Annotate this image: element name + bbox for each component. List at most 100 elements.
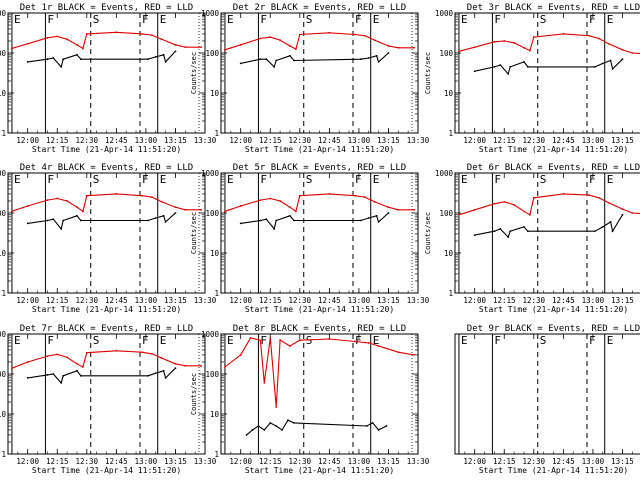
- y-tick-label: 100: [205, 370, 219, 379]
- x-tick-label: 12:00: [16, 296, 39, 305]
- data-point-lld: [150, 34, 153, 37]
- x-tick-label: 13:00: [135, 457, 158, 466]
- data-point-events: [359, 58, 362, 61]
- x-tick-label: 12:15: [493, 296, 516, 305]
- x-axis-label: Start Time (21-Apr-14 11:51:20): [479, 305, 628, 314]
- x-tick-label: 12:45: [552, 136, 575, 145]
- panel-det-1: Det 1r BLACK = Events, RED = LLD 1 10 100 10…: [0, 3, 217, 154]
- data-point-events: [371, 421, 374, 424]
- data-point-lld: [562, 33, 565, 35]
- y-tick-label: 100: [0, 209, 6, 218]
- data-point-events: [275, 425, 278, 427]
- marker-label: S: [540, 173, 547, 186]
- data-point-events: [76, 214, 78, 217]
- data-point-lld: [224, 210, 226, 213]
- data-point-lld: [397, 351, 400, 354]
- data-point-lld: [115, 31, 118, 34]
- x-tick-label: 12:15: [493, 457, 516, 466]
- data-point-lld: [174, 43, 177, 46]
- series-group: [224, 193, 415, 231]
- marker-label: F: [589, 334, 596, 347]
- x-tick-label: 12:45: [318, 296, 341, 305]
- data-point-events: [375, 54, 378, 57]
- data-point-lld: [269, 336, 272, 339]
- marker-label: E: [227, 13, 234, 26]
- data-point-lld: [354, 340, 356, 343]
- data-point-events: [162, 214, 165, 217]
- data-point-lld: [528, 213, 531, 216]
- data-point-lld: [224, 366, 226, 368]
- data-point-lld: [354, 194, 356, 197]
- data-point-lld: [239, 205, 242, 207]
- y-tick-label: 10: [210, 410, 220, 419]
- data-point-events: [275, 59, 278, 62]
- data-point-lld: [367, 341, 370, 344]
- marker-label: E: [373, 173, 380, 186]
- y-tick-label: 10: [444, 89, 454, 98]
- marker-label: F: [142, 173, 149, 186]
- marker-label: S: [93, 13, 100, 26]
- data-point-lld: [279, 200, 281, 202]
- panel-title: Det 5r BLACK = Events, RED = LLD: [233, 163, 406, 173]
- data-point-lld: [562, 193, 565, 195]
- data-point-lld: [387, 45, 390, 47]
- data-point-lld: [224, 48, 226, 51]
- data-point-events: [377, 429, 380, 431]
- data-point-events: [251, 429, 254, 431]
- data-point-events: [359, 219, 362, 222]
- plot-frame: [7, 172, 206, 294]
- data-point-events: [174, 367, 177, 370]
- data-point-events: [154, 217, 157, 219]
- data-point-events: [473, 234, 476, 237]
- y-tick-label: 1: [1, 129, 6, 138]
- x-tick-label: 13:00: [135, 296, 158, 305]
- plot-frame: [454, 12, 640, 134]
- series-line-events: [240, 52, 389, 68]
- x-tick-label: 12:30: [523, 136, 546, 145]
- data-point-lld: [66, 200, 68, 202]
- data-point-lld: [532, 36, 535, 38]
- marker-label: S: [93, 334, 100, 347]
- series-line-lld: [11, 193, 202, 213]
- data-point-events: [265, 58, 268, 61]
- x-tick-label: 13:30: [194, 296, 217, 305]
- data-point-lld: [503, 40, 506, 42]
- data-point-events: [245, 434, 248, 436]
- series-group: [224, 31, 415, 68]
- data-point-lld: [607, 42, 610, 45]
- data-point-events: [154, 55, 157, 58]
- data-point-events: [164, 376, 167, 379]
- panel-title: Det 8r BLACK = Events, RED = LLD: [233, 324, 406, 334]
- data-point-events: [609, 59, 612, 62]
- marker-label: E: [373, 334, 380, 347]
- data-point-lld: [354, 33, 356, 36]
- series-group: [11, 31, 202, 69]
- marker-label: F: [355, 334, 362, 347]
- data-point-events: [62, 374, 65, 377]
- x-tick-label: 12:45: [105, 136, 128, 145]
- data-point-lld: [160, 200, 163, 203]
- x-tick-label: 12:30: [76, 457, 99, 466]
- x-tick-label: 12:00: [463, 457, 486, 466]
- data-point-events: [289, 214, 291, 217]
- y-axis-label: Counts/sec: [424, 212, 432, 254]
- data-point-events: [593, 230, 596, 233]
- data-point-events: [146, 58, 149, 61]
- y-tick-label: 100: [439, 209, 453, 218]
- data-point-lld: [76, 206, 78, 209]
- data-point-events: [375, 214, 378, 217]
- data-point-lld: [11, 367, 13, 370]
- data-point-lld: [85, 33, 88, 35]
- x-tick-label: 13:00: [582, 457, 605, 466]
- data-point-events: [367, 217, 370, 219]
- data-point-lld: [66, 356, 68, 359]
- series-line-lld: [11, 350, 202, 369]
- x-tick-label: 13:30: [407, 296, 430, 305]
- marker-label: F: [355, 173, 362, 186]
- y-tick-label: 1: [448, 129, 453, 138]
- data-point-events: [385, 425, 388, 427]
- data-point-lld: [200, 46, 202, 49]
- data-point-lld: [328, 338, 331, 340]
- data-point-events: [162, 53, 165, 56]
- data-point-events: [60, 65, 63, 68]
